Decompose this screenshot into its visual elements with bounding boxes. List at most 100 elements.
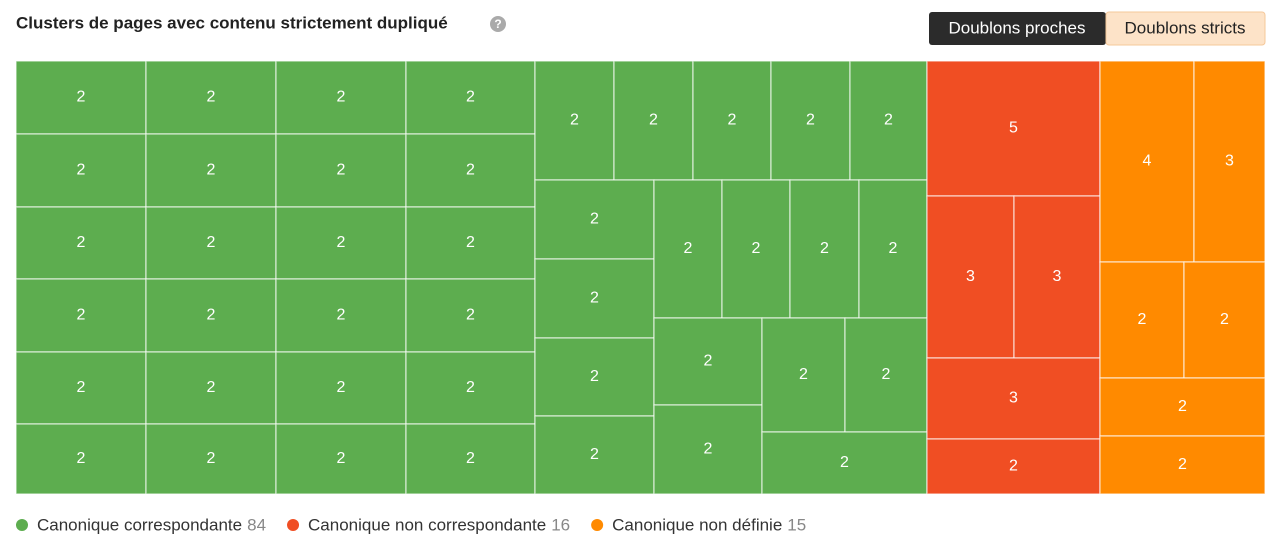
chart-title: Clusters de pages avec contenu stricteme… [16, 13, 448, 32]
cell-label: 2 [590, 290, 599, 307]
treemap-cell [761, 317, 846, 433]
cell-label: 2 [77, 89, 86, 106]
treemap-cell [534, 337, 655, 417]
cell-label: 2 [207, 379, 216, 396]
cell-label: 2 [1009, 458, 1018, 475]
cell-label: 2 [337, 379, 346, 396]
treemap-cell [275, 206, 407, 280]
cell-label: 2 [704, 353, 713, 370]
cell-label: 2 [337, 307, 346, 324]
cell-label: 2 [337, 234, 346, 251]
treemap-cell [275, 60, 407, 135]
treemap-cell [1099, 435, 1266, 495]
treemap-cell [145, 278, 277, 353]
cell-label: 2 [590, 211, 599, 228]
legend-label: Canonique non définie [612, 515, 782, 534]
cell-label: 2 [207, 162, 216, 179]
cell-label: 2 [704, 441, 713, 458]
legend-marker [287, 519, 300, 531]
cell-label: 2 [207, 450, 216, 467]
treemap-cell [721, 179, 791, 319]
treemap-cell [15, 423, 147, 495]
treemap-cell [849, 60, 928, 181]
treemap-cell [1193, 60, 1266, 263]
legend-total: 16 [551, 515, 570, 534]
legend-marker [591, 519, 604, 531]
treemap-cell [405, 351, 536, 425]
cell-label: 2 [570, 112, 579, 129]
treemap-cell [275, 423, 407, 495]
cell-label: 2 [728, 112, 737, 129]
treemap-cell [15, 351, 147, 425]
cell-label: 2 [590, 368, 599, 385]
cell-label: 2 [466, 450, 475, 467]
cell-label: 2 [806, 112, 815, 129]
treemap-cell [1013, 195, 1101, 359]
cell-label: 2 [882, 366, 891, 383]
help-icon[interactable] [490, 16, 506, 32]
treemap-cell [653, 179, 723, 319]
treemap-cell [15, 206, 147, 280]
cell-label: 2 [1220, 311, 1229, 328]
treemap-cell [653, 404, 763, 495]
treemap-cell [275, 351, 407, 425]
cell-label: 2 [77, 379, 86, 396]
cell-label: 5 [1009, 120, 1018, 137]
toggle-label: Doublons stricts [1125, 18, 1246, 37]
treemap-cell [15, 278, 147, 353]
treemap-cell [534, 60, 615, 181]
cell-label: 2 [337, 450, 346, 467]
cell-label: 2 [466, 379, 475, 396]
help-icon-glyph: ? [494, 17, 501, 31]
treemap-cell [926, 195, 1015, 359]
treemap-cell [926, 438, 1101, 495]
cell-label: 2 [752, 240, 761, 257]
treemap-cell [858, 179, 928, 319]
cell-label: 2 [590, 446, 599, 463]
treemap-cell [1099, 377, 1266, 437]
cell-label: 2 [466, 162, 475, 179]
toggle-label: Doublons proches [948, 18, 1085, 37]
cell-label: 2 [466, 234, 475, 251]
cell-label: 2 [77, 162, 86, 179]
cell-label: 4 [1143, 153, 1152, 170]
treemap-cell [405, 206, 536, 280]
treemap-cell [15, 60, 147, 135]
treemap-cell [275, 278, 407, 353]
cell-label: 2 [889, 240, 898, 257]
treemap-cell [613, 60, 694, 181]
toggle-button[interactable] [1105, 11, 1266, 46]
cell-label: 2 [684, 240, 693, 257]
treemap-cell [1099, 261, 1185, 379]
cell-label: 2 [820, 240, 829, 257]
cell-label: 2 [466, 307, 475, 324]
cell-label: 2 [337, 89, 346, 106]
legend-total: 15 [787, 515, 806, 534]
legend-marker [16, 519, 28, 531]
treemap-cell [145, 206, 277, 280]
treemap-cell [145, 423, 277, 495]
cell-label: 2 [207, 234, 216, 251]
cell-label: 2 [799, 366, 808, 383]
cell-label: 3 [966, 268, 975, 285]
cell-label: 2 [840, 454, 849, 471]
cell-label: 2 [77, 450, 86, 467]
toggle-button[interactable] [929, 12, 1106, 45]
treemap-cell [145, 133, 277, 208]
cell-label: 2 [77, 307, 86, 324]
treemap-cell [534, 179, 655, 260]
cell-label: 2 [77, 234, 86, 251]
treemap-cell [844, 317, 928, 433]
treemap-cell [926, 60, 1101, 197]
cell-label: 2 [649, 112, 658, 129]
cell-label: 2 [207, 89, 216, 106]
treemap-cell [405, 278, 536, 353]
treemap-cell [15, 133, 147, 208]
treemap-cell [145, 60, 277, 135]
cell-label: 2 [337, 162, 346, 179]
cell-label: 2 [466, 89, 475, 106]
legend-total: 84 [247, 515, 266, 534]
cell-label: 3 [1009, 390, 1018, 407]
cell-label: 2 [1138, 311, 1147, 328]
